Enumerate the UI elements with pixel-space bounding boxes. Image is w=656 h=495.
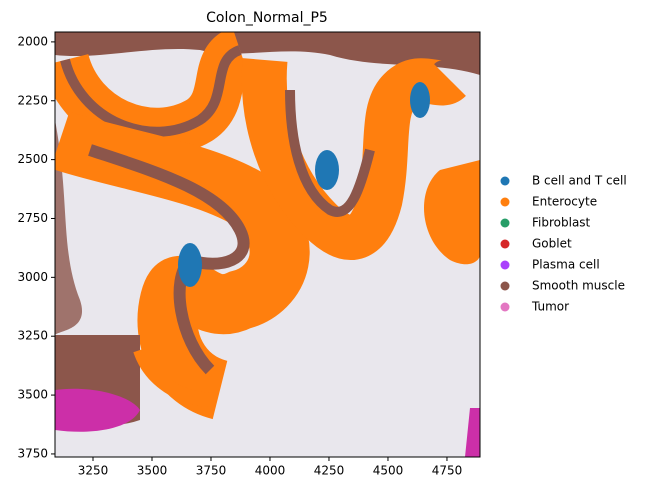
legend-marker bbox=[500, 218, 510, 228]
legend-marker bbox=[500, 260, 510, 270]
x-tick-label: 4250 bbox=[314, 464, 345, 478]
y-tick-label: 2750 bbox=[17, 211, 48, 225]
legend-marker bbox=[500, 302, 510, 312]
x-tick-label: 3750 bbox=[196, 464, 227, 478]
legend-label: Enterocyte bbox=[532, 195, 597, 209]
plot-frame bbox=[54, 31, 481, 458]
x-tick-label: 3250 bbox=[78, 464, 109, 478]
legend-label: Goblet bbox=[532, 237, 572, 251]
chart-title: Colon_Normal_P5 bbox=[206, 10, 328, 26]
legend-label: B cell and T cell bbox=[532, 174, 627, 188]
x-tick-label: 4500 bbox=[373, 464, 404, 478]
y-tick-label: 3750 bbox=[17, 446, 48, 460]
legend-marker bbox=[500, 197, 510, 207]
y-tick-label: 3250 bbox=[17, 329, 48, 343]
legend-marker bbox=[500, 176, 510, 186]
legend-marker bbox=[500, 281, 510, 291]
x-tick-label: 3500 bbox=[137, 464, 168, 478]
y-tick-label: 3000 bbox=[17, 270, 48, 284]
y-tick-label: 2500 bbox=[17, 152, 48, 166]
y-tick-label: 2250 bbox=[17, 93, 48, 107]
legend-label: Fibroblast bbox=[532, 216, 591, 230]
y-tick-label: 3500 bbox=[17, 388, 48, 402]
legend-label: Smooth muscle bbox=[532, 279, 625, 293]
x-tick-label: 4750 bbox=[432, 464, 463, 478]
legend-label: Plasma cell bbox=[532, 258, 600, 272]
x-tick-label: 4000 bbox=[255, 464, 286, 478]
legend-label: Tumor bbox=[531, 300, 569, 314]
y-tick-label: 2000 bbox=[17, 34, 48, 48]
tissue-image bbox=[55, 32, 480, 457]
legend-marker bbox=[500, 239, 510, 249]
